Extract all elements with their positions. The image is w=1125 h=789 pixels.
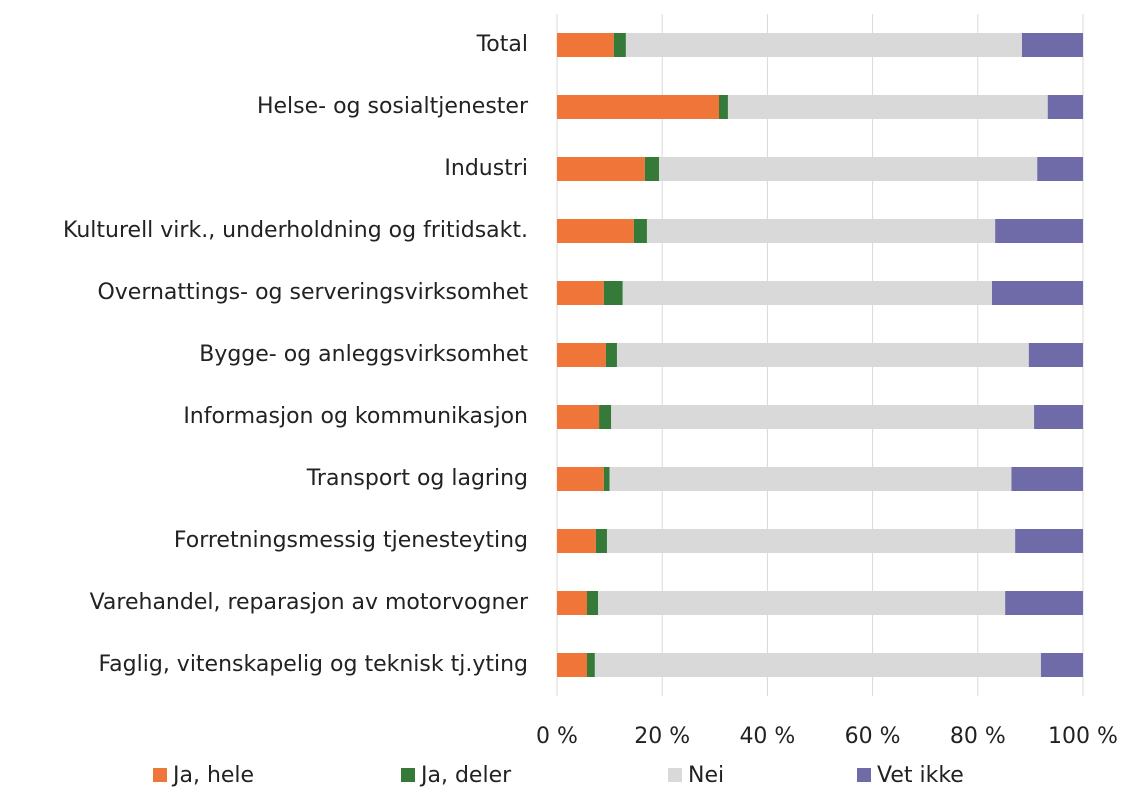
- bar-segment: [622, 281, 993, 305]
- bar-segment: [557, 281, 604, 305]
- bar-segment: [1037, 157, 1083, 181]
- bar-segment: [586, 591, 599, 615]
- legend-label: Ja, hele: [171, 763, 254, 788]
- y-tick-label: Industri: [444, 156, 528, 181]
- bar-segment: [625, 33, 1022, 57]
- bar-segment: [603, 467, 610, 491]
- bar-segment: [586, 653, 595, 677]
- bar-segment: [1034, 405, 1083, 429]
- bar-segment: [557, 653, 587, 677]
- bar-segment: [595, 529, 607, 553]
- y-tick-label: Forretningsmessig tjenesteyting: [174, 528, 528, 553]
- legend-swatch: [401, 768, 415, 782]
- y-tick-label: Varehandel, reparasjon av motorvogner: [90, 590, 529, 615]
- bar-segment: [609, 467, 1012, 491]
- bar-segment: [606, 529, 1016, 553]
- x-tick-label: 40 %: [739, 724, 795, 749]
- bar-segment: [616, 343, 1029, 367]
- bar-segment: [557, 591, 587, 615]
- legend-swatch: [857, 768, 871, 782]
- y-tick-label: Transport og lagring: [306, 466, 528, 491]
- bar-segment: [1021, 33, 1083, 57]
- x-tick-label: 80 %: [950, 724, 1006, 749]
- legend-label: Ja, deler: [419, 763, 512, 788]
- bar-segment: [719, 95, 728, 119]
- bar-segment: [557, 33, 614, 57]
- x-tick-label: 60 %: [845, 724, 901, 749]
- legend-swatch: [153, 768, 167, 782]
- bar-segment: [1028, 343, 1083, 367]
- bar-segment: [644, 157, 660, 181]
- bar-segment: [1005, 591, 1083, 615]
- y-tick-label: Faglig, vitenskapelig og teknisk tj.ytin…: [99, 652, 528, 677]
- bar-segment: [613, 33, 626, 57]
- legend-swatch: [668, 768, 682, 782]
- legend-label: Nei: [688, 763, 724, 788]
- bar-segment: [594, 653, 1041, 677]
- bar-segment: [605, 343, 617, 367]
- bar-segment: [598, 591, 1006, 615]
- x-tick-label: 0 %: [536, 724, 578, 749]
- y-tick-label: Total: [476, 32, 528, 57]
- y-tick-label: Overnattings- og serveringsvirksomhet: [97, 280, 528, 305]
- bar-segment: [557, 343, 606, 367]
- y-tick-label: Informasjon og kommunikasjon: [183, 404, 528, 429]
- y-tick-label: Helse- og sosialtjenester: [257, 94, 529, 119]
- x-tick-label: 100 %: [1048, 724, 1118, 749]
- bar-segment: [1011, 467, 1083, 491]
- bar-segment: [1015, 529, 1083, 553]
- bar-segment: [603, 281, 623, 305]
- bar-segment: [557, 157, 645, 181]
- bar-segment: [599, 405, 612, 429]
- bar-segment: [633, 219, 647, 243]
- y-tick-label: Kulturell virk., underholdning og fritid…: [63, 218, 528, 243]
- bar-segment: [557, 405, 600, 429]
- bar-segment: [995, 219, 1083, 243]
- bar-segment: [727, 95, 1048, 119]
- bar-segment: [659, 157, 1038, 181]
- bar-segment: [646, 219, 996, 243]
- bar-segment: [611, 405, 1035, 429]
- bar-segment: [557, 467, 604, 491]
- x-tick-label: 20 %: [634, 724, 690, 749]
- bar-segment: [557, 95, 720, 119]
- bar-segment: [557, 529, 596, 553]
- bar-segment: [557, 219, 634, 243]
- y-tick-label: Bygge- og anleggsvirksomhet: [199, 342, 528, 367]
- legend-label: Vet ikke: [877, 763, 964, 788]
- bar-segment: [1047, 95, 1083, 119]
- bar-segment: [1040, 653, 1083, 677]
- bar-segment: [992, 281, 1083, 305]
